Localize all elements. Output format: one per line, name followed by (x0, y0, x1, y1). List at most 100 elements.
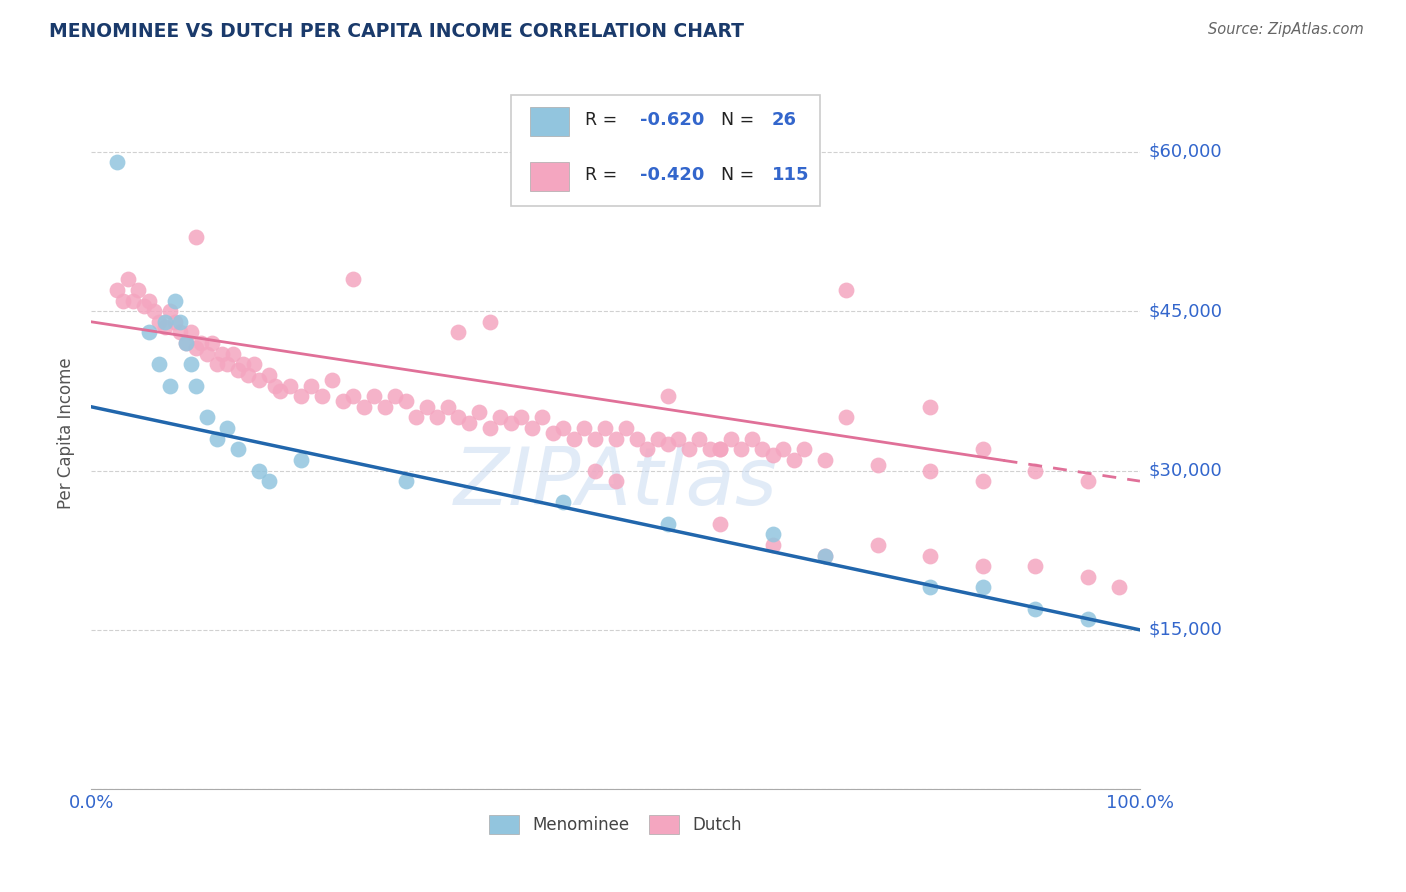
Point (117, 272, 139, 286)
Point (269, 384, 291, 398)
Text: N =: N = (721, 112, 761, 129)
Point (416, 400, 439, 414)
Point (1024, 601, 1046, 615)
Point (636, 442, 658, 457)
Point (657, 437, 679, 451)
Point (657, 516, 679, 531)
Point (541, 426, 564, 441)
FancyBboxPatch shape (530, 106, 569, 136)
Point (447, 410, 470, 425)
Point (153, 320, 176, 334)
Legend: Menominee, Dutch: Menominee, Dutch (489, 815, 742, 834)
Text: Source: ZipAtlas.com: Source: ZipAtlas.com (1208, 22, 1364, 37)
Point (153, 315, 176, 329)
Point (374, 400, 396, 414)
Point (190, 336, 212, 351)
Point (238, 368, 260, 382)
Point (105, 283, 128, 297)
Point (520, 421, 543, 435)
Point (165, 315, 187, 329)
Point (553, 421, 575, 435)
Point (426, 410, 449, 425)
Point (1076, 570, 1098, 584)
Point (201, 336, 224, 351)
Text: 26: 26 (772, 112, 797, 129)
Point (195, 410, 218, 425)
Point (174, 336, 197, 351)
Point (814, 549, 837, 563)
Point (972, 474, 994, 488)
Point (468, 405, 491, 419)
Point (405, 410, 427, 425)
Point (657, 389, 679, 403)
Text: $60,000: $60,000 (1149, 143, 1222, 161)
Point (222, 346, 245, 360)
Point (562, 432, 585, 446)
Point (499, 416, 522, 430)
Point (866, 538, 889, 552)
Point (321, 373, 343, 387)
Point (165, 293, 187, 308)
Point (751, 442, 773, 457)
FancyBboxPatch shape (530, 161, 569, 192)
Point (866, 458, 889, 473)
Point (920, 400, 942, 414)
Point (436, 400, 458, 414)
Point (741, 432, 763, 446)
Point (783, 453, 806, 467)
Point (814, 453, 837, 467)
Point (447, 326, 470, 340)
Point (920, 580, 942, 594)
Point (730, 442, 752, 457)
Point (720, 432, 742, 446)
Text: $45,000: $45,000 (1149, 302, 1222, 320)
Text: ZIPAtlas: ZIPAtlas (454, 444, 778, 522)
Point (299, 378, 322, 392)
Point (478, 421, 501, 435)
Point (384, 389, 406, 403)
Point (148, 357, 170, 371)
Point (972, 442, 994, 457)
Point (699, 442, 721, 457)
Point (180, 357, 202, 371)
Point (668, 432, 690, 446)
Point (311, 389, 333, 403)
Text: $30,000: $30,000 (1149, 461, 1222, 480)
Point (363, 389, 385, 403)
Point (793, 442, 815, 457)
Point (226, 442, 249, 457)
Point (1076, 474, 1098, 488)
Y-axis label: Per Capita Income: Per Capita Income (58, 358, 75, 509)
Point (678, 442, 700, 457)
Point (920, 549, 942, 563)
Point (247, 463, 270, 477)
Point (1076, 612, 1098, 626)
Point (132, 299, 155, 313)
Point (259, 368, 281, 382)
Point (478, 315, 501, 329)
Point (762, 527, 785, 541)
Point (105, 155, 128, 169)
Point (709, 442, 731, 457)
Text: -0.620: -0.620 (640, 112, 704, 129)
Point (583, 432, 606, 446)
Point (217, 421, 239, 435)
Point (835, 283, 858, 297)
Point (122, 293, 145, 308)
Point (647, 432, 669, 446)
Point (184, 229, 207, 244)
Point (143, 304, 166, 318)
Point (605, 432, 627, 446)
Point (217, 357, 239, 371)
Point (174, 336, 197, 351)
Point (395, 394, 418, 409)
Point (353, 400, 375, 414)
Point (762, 538, 785, 552)
Point (772, 442, 794, 457)
Point (614, 421, 637, 435)
Point (531, 410, 554, 425)
FancyBboxPatch shape (510, 95, 820, 205)
Point (111, 293, 134, 308)
Point (593, 421, 616, 435)
Point (290, 389, 312, 403)
